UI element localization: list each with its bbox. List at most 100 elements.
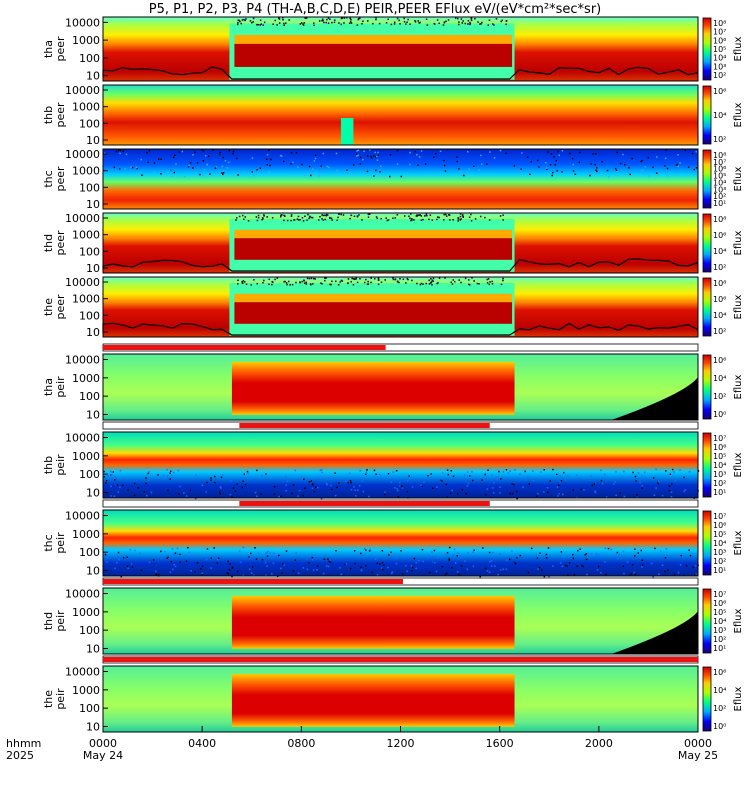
noise-pixel bbox=[502, 214, 504, 216]
noise-pixel bbox=[185, 560, 188, 562]
noise-pixel bbox=[243, 218, 245, 220]
colorbar-tick-label: 10² bbox=[713, 557, 726, 566]
noise-pixel bbox=[693, 168, 695, 171]
noise-pixel bbox=[293, 219, 295, 221]
noise-pixel bbox=[652, 166, 654, 168]
noise-pixel bbox=[418, 22, 420, 24]
y-label-probe: thd bbox=[42, 234, 55, 252]
noise-pixel bbox=[530, 161, 533, 163]
noise-pixel bbox=[509, 470, 511, 472]
noise-pixel bbox=[606, 169, 609, 172]
noise-pixel bbox=[185, 495, 188, 497]
noise-pixel bbox=[226, 572, 229, 574]
noise-pixel bbox=[349, 217, 351, 220]
colorbar-label: Eflux bbox=[733, 530, 744, 555]
noise-pixel bbox=[500, 283, 503, 286]
noise-pixel bbox=[379, 165, 382, 168]
noise-pixel bbox=[457, 552, 459, 554]
y-label-species: peer bbox=[54, 230, 67, 256]
noise-pixel bbox=[317, 486, 319, 489]
noise-pixel bbox=[431, 219, 434, 221]
noise-pixel bbox=[152, 559, 155, 561]
noise-pixel bbox=[360, 569, 363, 572]
noise-pixel bbox=[654, 547, 656, 550]
noise-pixel bbox=[183, 492, 185, 494]
noise-pixel bbox=[335, 280, 337, 283]
noise-pixel bbox=[589, 174, 591, 177]
noise-pixel bbox=[155, 573, 157, 576]
y-tick-label: 10 bbox=[86, 564, 100, 577]
noise-pixel bbox=[310, 480, 313, 482]
noise-pixel bbox=[467, 482, 470, 485]
colorbar-tick-label: 10⁷ bbox=[713, 512, 726, 521]
noise-pixel bbox=[243, 473, 246, 475]
noise-pixel bbox=[410, 564, 413, 567]
noise-pixel bbox=[204, 154, 207, 157]
noise-pixel bbox=[268, 278, 270, 281]
noise-pixel bbox=[357, 489, 359, 491]
noise-pixel bbox=[110, 495, 112, 497]
noise-pixel bbox=[201, 149, 203, 151]
noise-pixel bbox=[313, 490, 315, 493]
noise-pixel bbox=[484, 216, 486, 219]
noise-pixel bbox=[189, 162, 192, 164]
noise-pixel bbox=[674, 480, 677, 482]
noise-pixel bbox=[425, 214, 428, 217]
noise-pixel bbox=[486, 163, 488, 165]
noise-pixel bbox=[214, 481, 216, 484]
noise-pixel bbox=[309, 215, 311, 218]
noise-pixel bbox=[321, 468, 323, 471]
noise-pixel bbox=[278, 495, 280, 498]
noise-pixel bbox=[567, 474, 569, 477]
noise-pixel bbox=[664, 570, 666, 573]
noise-pixel bbox=[171, 548, 174, 550]
noise-pixel bbox=[139, 552, 142, 555]
noise-pixel bbox=[413, 557, 416, 560]
noise-pixel bbox=[295, 152, 298, 154]
noise-pixel bbox=[470, 213, 472, 216]
noise-pixel bbox=[219, 493, 221, 495]
noise-pixel bbox=[398, 281, 400, 284]
noise-pixel bbox=[467, 23, 469, 25]
noise-pixel bbox=[615, 494, 617, 497]
noise-pixel bbox=[266, 216, 268, 218]
noise-pixel bbox=[489, 281, 491, 283]
noise-pixel bbox=[590, 163, 592, 165]
noise-pixel bbox=[252, 17, 255, 20]
panel-the-peir: 10000 1000 100 10 the peir 10⁶ 10⁴ 10² 10⁰ Eflux bbox=[42, 655, 744, 733]
colorbar-tick-label: 10⁶ bbox=[713, 599, 726, 608]
noise-pixel bbox=[500, 20, 502, 23]
noise-pixel bbox=[359, 156, 362, 159]
y-tick-label: 10000 bbox=[65, 510, 100, 523]
noise-pixel bbox=[496, 476, 498, 479]
noise-pixel bbox=[467, 171, 469, 173]
noise-pixel bbox=[526, 156, 529, 159]
noise-pixel bbox=[260, 23, 263, 25]
noise-pixel bbox=[194, 571, 196, 573]
colorbar-label: Eflux bbox=[733, 102, 744, 127]
noise-pixel bbox=[265, 473, 267, 475]
noise-pixel bbox=[294, 469, 297, 472]
y-label-species: peir bbox=[54, 610, 67, 632]
chart-title: P5, P1, P2, P3, P4 (TH-A,B,C,D,E) PEIR,P… bbox=[148, 2, 602, 17]
noise-pixel bbox=[644, 471, 646, 474]
noise-pixel bbox=[271, 283, 273, 286]
noise-pixel bbox=[390, 23, 393, 26]
y-tick-label: 10 bbox=[86, 642, 100, 655]
noise-pixel bbox=[456, 571, 459, 573]
noise-pixel bbox=[560, 480, 563, 482]
noise-pixel bbox=[445, 20, 447, 23]
noise-pixel bbox=[540, 569, 543, 572]
noise-pixel bbox=[545, 556, 548, 559]
noise-pixel bbox=[201, 484, 204, 487]
colorbar-tick-label: 10³ bbox=[713, 548, 726, 557]
noise-pixel bbox=[145, 482, 147, 485]
noise-pixel bbox=[683, 476, 685, 479]
noise-pixel bbox=[629, 173, 631, 176]
noise-pixel bbox=[353, 486, 355, 488]
noise-pixel bbox=[634, 573, 637, 576]
noise-pixel bbox=[201, 572, 204, 575]
noise-pixel bbox=[197, 476, 199, 479]
y-tick-label: 10000 bbox=[65, 212, 100, 225]
noise-pixel bbox=[353, 550, 356, 552]
